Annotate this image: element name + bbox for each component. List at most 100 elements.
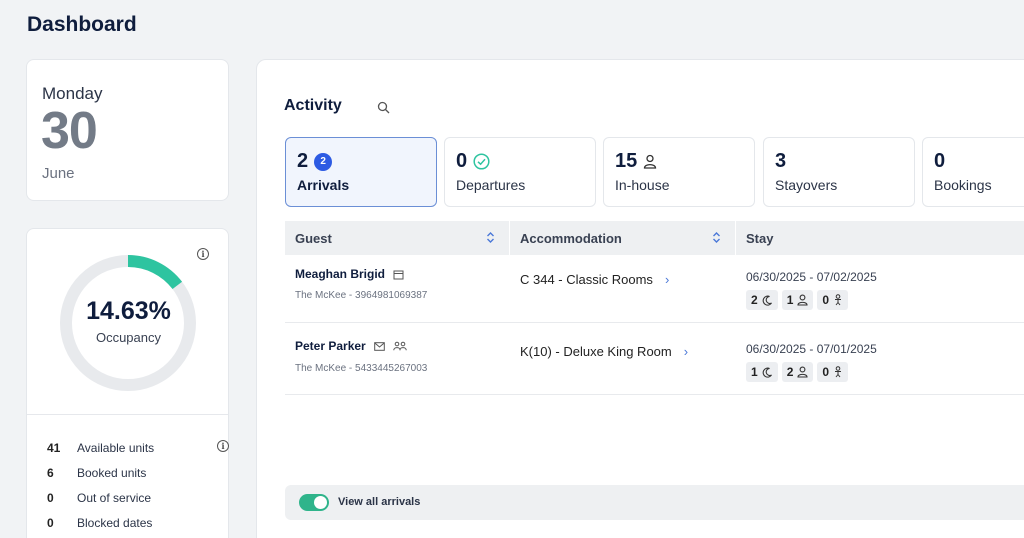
nights-chip: 2 xyxy=(746,290,778,310)
children-count: 0 xyxy=(822,365,830,379)
tab-count-value: 0 xyxy=(934,150,946,172)
guest-name-text: Peter Parker xyxy=(295,339,366,353)
stay-dates: 06/30/2025 - 07/01/2025 xyxy=(746,342,877,356)
unit-row-available: 41 Available units i xyxy=(47,435,229,460)
chevron-right-icon: › xyxy=(683,344,689,359)
unit-label: Blocked dates xyxy=(77,515,153,530)
tab-in-house[interactable]: 15 In-house xyxy=(603,137,755,207)
unit-row-booked: 6 Booked units xyxy=(47,460,219,485)
tab-count-value: 15 xyxy=(615,150,638,172)
check-circle-icon xyxy=(473,153,490,170)
date-card: Monday 30 June xyxy=(26,59,229,201)
occupancy-ring-fill xyxy=(60,255,196,391)
tab-bookings[interactable]: 0 Bookings xyxy=(922,137,1024,207)
table-row[interactable]: Peter Parker The McKee - 5433445267003 K… xyxy=(285,323,1024,395)
occupancy-label: Occupancy xyxy=(95,330,162,345)
guest-booking-ref: The McKee - 5433445267003 xyxy=(295,363,428,374)
adults-count: 1 xyxy=(786,293,794,307)
tab-label: Arrivals xyxy=(297,177,350,193)
person-icon xyxy=(644,154,657,169)
info-icon[interactable]: i xyxy=(197,248,209,260)
units-list: 41 Available units i 6 Booked units 0 Ou… xyxy=(47,435,229,535)
tab-count: 2 2 xyxy=(297,150,333,173)
weekday: Monday xyxy=(42,84,103,103)
page-title: Dashboard xyxy=(27,13,137,36)
adults-chip: 1 xyxy=(781,290,814,310)
sort-icon[interactable] xyxy=(486,231,495,244)
table-row[interactable]: Meaghan Brigid The McKee - 3964981069387… xyxy=(285,255,1024,323)
occupancy-percent: 14.63% xyxy=(86,297,171,325)
nights-count: 2 xyxy=(751,293,758,307)
nights-chip: 1 xyxy=(746,362,778,382)
toggle-knob xyxy=(314,496,327,509)
unit-count: 6 xyxy=(47,465,54,480)
tab-count: 0 xyxy=(456,150,490,173)
info-icon[interactable]: i xyxy=(217,440,229,452)
arrivals-badge: 2 xyxy=(314,152,333,171)
tab-count: 0 xyxy=(934,150,945,173)
view-all-toggle[interactable] xyxy=(299,494,329,511)
unit-label: Out of service xyxy=(77,490,152,505)
adults-count: 2 xyxy=(786,365,794,379)
tab-arrivals[interactable]: 2 2 Arrivals xyxy=(285,137,437,207)
column-guest[interactable]: Guest xyxy=(285,221,510,255)
children-chip: 0 xyxy=(817,290,849,310)
unit-row-blocked-dates: 0 Blocked dates xyxy=(47,510,219,535)
column-stay[interactable]: Stay xyxy=(736,221,1024,255)
occupancy-card: i 14.63% Occupancy 41 Available units i … xyxy=(26,228,229,538)
child-icon xyxy=(835,366,842,378)
divider xyxy=(27,414,228,415)
accommodation-text: C 344 - Classic Rooms xyxy=(520,272,653,287)
guest-booking-ref: The McKee - 3964981069387 xyxy=(295,290,428,301)
accommodation-link[interactable]: K(10) - Deluxe King Room › xyxy=(520,344,688,359)
guest-name[interactable]: Peter Parker xyxy=(295,339,407,353)
unit-count: 0 xyxy=(47,515,54,530)
unit-label: Booked units xyxy=(77,465,147,480)
search-icon[interactable] xyxy=(377,101,390,114)
column-label: Guest xyxy=(295,230,332,246)
tab-count-value: 3 xyxy=(775,150,787,172)
activity-panel: Activity 2 2 Arrivals 0 Departures 15 xyxy=(256,59,1024,538)
month: June xyxy=(42,165,75,182)
view-all-bar: View all arrivals xyxy=(285,485,1024,520)
unit-count: 41 xyxy=(47,440,61,455)
tab-departures[interactable]: 0 Departures xyxy=(444,137,596,207)
accommodation-link[interactable]: C 344 - Classic Rooms › xyxy=(520,272,669,287)
sort-icon[interactable] xyxy=(712,231,721,244)
view-all-label: View all arrivals xyxy=(338,496,421,508)
children-chip: 0 xyxy=(817,362,849,382)
table-header: Guest Accommodation Stay xyxy=(285,221,1024,255)
occupancy-ring xyxy=(60,255,196,391)
adults-chip: 2 xyxy=(781,362,814,382)
tab-count: 3 xyxy=(775,150,786,173)
column-label: Accommodation xyxy=(520,230,622,246)
tab-label: Stayovers xyxy=(775,177,838,193)
accommodation-text: K(10) - Deluxe King Room xyxy=(520,344,672,359)
tab-label: Bookings xyxy=(934,177,992,193)
person-icon xyxy=(797,294,808,306)
calendar-icon xyxy=(393,270,404,279)
guest-name-text: Meaghan Brigid xyxy=(295,267,386,281)
stay-dates: 06/30/2025 - 07/02/2025 xyxy=(746,270,877,284)
chevron-right-icon: › xyxy=(664,272,670,287)
activity-title: Activity xyxy=(284,97,342,114)
tab-label: Departures xyxy=(456,177,526,193)
unit-row-out-of-service: 0 Out of service xyxy=(47,485,219,510)
mail-icon xyxy=(373,341,385,351)
day-number: 30 xyxy=(41,102,98,160)
tab-count-value: 0 xyxy=(456,150,468,172)
stay-chips: 1 2 0 xyxy=(746,362,849,382)
nights-count: 1 xyxy=(751,365,758,379)
child-icon xyxy=(835,294,842,306)
group-icon xyxy=(393,341,407,351)
person-icon xyxy=(797,366,808,378)
children-count: 0 xyxy=(822,293,830,307)
tab-count-value: 2 xyxy=(297,150,309,172)
column-accommodation[interactable]: Accommodation xyxy=(510,221,736,255)
moon-icon xyxy=(762,295,772,306)
column-label: Stay xyxy=(746,230,774,246)
guest-name[interactable]: Meaghan Brigid xyxy=(295,267,404,281)
stay-chips: 2 1 0 xyxy=(746,290,849,310)
tab-stayovers[interactable]: 3 Stayovers xyxy=(763,137,915,207)
tab-count: 15 xyxy=(615,150,657,173)
